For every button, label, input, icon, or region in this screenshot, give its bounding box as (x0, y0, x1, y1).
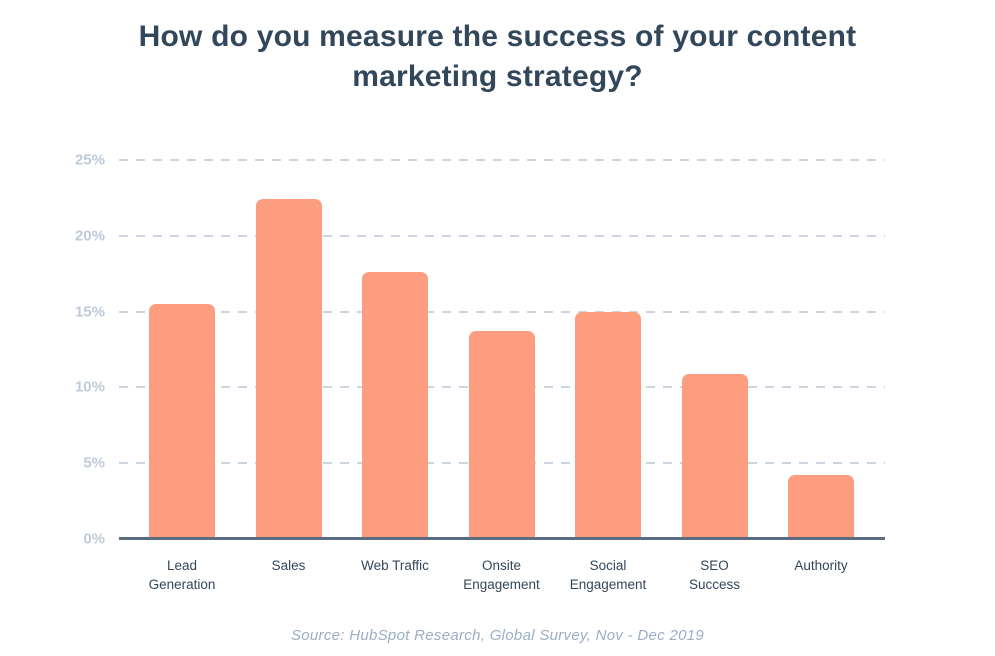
y-tick-label-10pct: 10% (74, 378, 105, 396)
bar-onsite-engagement (468, 331, 535, 539)
y-tick-label-15pct: 15% (74, 303, 105, 321)
bar-web-traffic (362, 272, 428, 539)
x-axis-label-lead-generation: Lead Generation (117, 556, 247, 594)
bar-social-engagement (575, 311, 641, 539)
x-axis-label-line: SEO (700, 558, 729, 573)
y-tick-label-25pct: 25% (74, 151, 105, 169)
x-axis-label-line: Onsite (481, 558, 522, 573)
x-axis-label-line: Engagement (463, 577, 540, 592)
y-tick-label-5pct: 5% (83, 454, 105, 472)
bar-column-sales: Sales (255, 160, 322, 573)
x-axis-label-line: Generation (148, 577, 216, 592)
source-caption: Source: HubSpot Research, Global Survey,… (290, 627, 705, 644)
x-axis-label-onsite-engagement: Onsite Engagement (437, 556, 567, 594)
x-axis-label-seo-success: SEO Success (650, 556, 780, 594)
bar-column-web-traffic: Web Traffic (361, 160, 429, 573)
gridline-25pct (119, 159, 885, 161)
x-axis-label-line: Sales (271, 558, 306, 573)
bar-column-authority: Authority (788, 160, 854, 573)
bar-column-lead-generation: Lead Generation (149, 160, 215, 592)
x-axis-label-line: Web Traffic (361, 558, 429, 573)
x-axis-line (119, 537, 885, 540)
x-axis-label-line: Social (589, 558, 627, 573)
y-tick-label-0pct: 0% (83, 530, 105, 548)
x-axis-label-authority: Authority (756, 556, 886, 575)
x-axis-label-web-traffic: Web Traffic (330, 556, 460, 575)
bar-column-social-engagement: Social Engagement (570, 160, 646, 592)
bar-column-seo-success: SEO Success (681, 160, 748, 592)
bar-sales (255, 199, 322, 539)
gridline-20pct (119, 234, 885, 237)
x-axis-label-sales: Sales (224, 556, 354, 575)
plot-area: Lead Generation Sales Web Traffic Onsite Enga… (75, 152, 885, 592)
bar-seo-success (681, 373, 748, 539)
x-axis-label-line: Lead (166, 558, 198, 573)
x-axis-label-line: Authority (794, 558, 848, 573)
bar-column-onsite-engagement: Onsite Engagement (463, 160, 540, 592)
bar-lead-generation (149, 304, 215, 539)
x-axis-label-social-engagement: Social Engagement (543, 556, 673, 594)
chart-title: How do you measure the success of your c… (138, 20, 857, 93)
bar-authority (788, 475, 854, 539)
gridline-15pct (119, 310, 885, 313)
y-tick-label-20pct: 20% (74, 227, 105, 245)
x-axis-label-line: Engagement (569, 577, 647, 592)
x-axis-label-line: Success (688, 577, 741, 592)
bars-row: Lead Generation Sales Web Traffic Onsite Enga… (149, 160, 854, 592)
